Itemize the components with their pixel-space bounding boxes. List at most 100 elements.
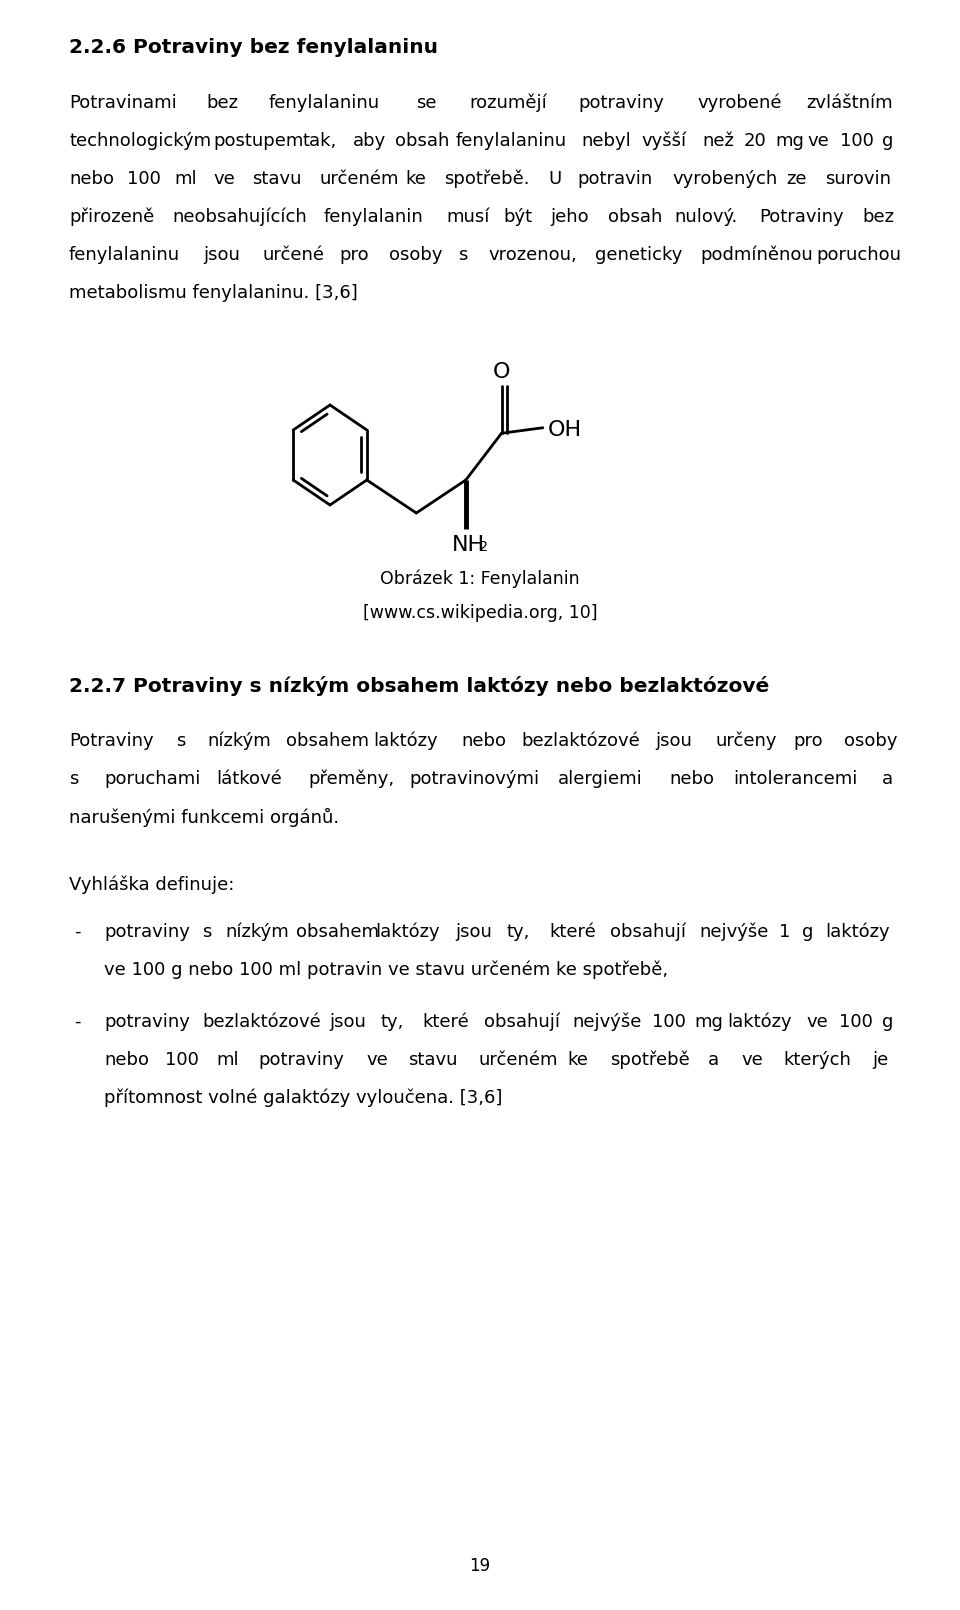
- Text: přeměny,: přeměny,: [308, 770, 395, 787]
- Text: Vyhláška definuje:: Vyhláška definuje:: [69, 876, 234, 894]
- Text: určeném: určeném: [479, 1051, 558, 1069]
- Text: přirozeně: přirozeně: [69, 208, 155, 227]
- Text: zvláštním: zvláštním: [806, 93, 893, 113]
- Text: narušenými funkcemi orgánů.: narušenými funkcemi orgánů.: [69, 808, 339, 826]
- Text: pro: pro: [794, 731, 824, 750]
- Text: obsahem: obsahem: [285, 731, 369, 750]
- Text: ke: ke: [405, 171, 426, 188]
- Text: nebo: nebo: [104, 1051, 149, 1069]
- Text: vyšší: vyšší: [641, 132, 686, 150]
- Text: 100: 100: [840, 132, 874, 150]
- Text: laktózy: laktózy: [375, 923, 441, 940]
- Text: 100: 100: [127, 171, 160, 188]
- Text: bez: bez: [206, 93, 238, 113]
- Text: se: se: [416, 93, 437, 113]
- Text: -: -: [74, 1013, 81, 1030]
- Text: určené: určené: [262, 246, 324, 264]
- Text: mg: mg: [776, 132, 804, 150]
- Text: bez: bez: [863, 208, 895, 225]
- Text: s: s: [176, 731, 185, 750]
- Text: jeho: jeho: [551, 208, 589, 225]
- Text: obsahují: obsahují: [484, 1013, 560, 1032]
- Text: laktózy: laktózy: [826, 923, 890, 940]
- Text: bezlaktózové: bezlaktózové: [203, 1013, 322, 1030]
- Text: jsou: jsou: [329, 1013, 366, 1030]
- Text: ve: ve: [741, 1051, 763, 1069]
- Text: nízkým: nízkým: [207, 731, 271, 750]
- Text: látkové: látkové: [216, 770, 281, 787]
- Text: geneticky: geneticky: [594, 246, 682, 264]
- Text: je: je: [873, 1051, 888, 1069]
- Text: g: g: [802, 923, 813, 940]
- Text: ve: ve: [808, 132, 829, 150]
- Text: Potravinami: Potravinami: [69, 93, 177, 113]
- Text: 20: 20: [744, 132, 766, 150]
- Text: NH: NH: [452, 535, 485, 554]
- Text: vrozenou,: vrozenou,: [489, 246, 577, 264]
- Text: 2.2.6 Potraviny bez fenylalaninu: 2.2.6 Potraviny bez fenylalaninu: [69, 39, 438, 56]
- Text: 100: 100: [652, 1013, 686, 1030]
- Text: O: O: [492, 362, 511, 382]
- Text: surovin: surovin: [826, 171, 891, 188]
- Text: nebo: nebo: [669, 770, 714, 787]
- Text: ml: ml: [216, 1051, 239, 1069]
- Text: ve: ve: [213, 171, 235, 188]
- Text: OH: OH: [548, 420, 582, 440]
- Text: mg: mg: [694, 1013, 723, 1030]
- Text: [www.cs.wikipedia.org, 10]: [www.cs.wikipedia.org, 10]: [363, 604, 597, 621]
- Text: s: s: [69, 770, 79, 787]
- Text: 19: 19: [469, 1557, 491, 1575]
- Text: U: U: [548, 171, 562, 188]
- Text: nebo: nebo: [461, 731, 506, 750]
- Text: potravin: potravin: [578, 171, 653, 188]
- Text: neobsahujících: neobsahujících: [173, 208, 307, 227]
- Text: vyrobených: vyrobených: [673, 171, 778, 188]
- Text: laktózy: laktózy: [373, 731, 438, 750]
- Text: ve 100 g nebo 100 ml potravin ve stavu určeném ke spotřebě,: ve 100 g nebo 100 ml potravin ve stavu u…: [104, 961, 668, 979]
- Text: metabolismu fenylalaninu. [3,6]: metabolismu fenylalaninu. [3,6]: [69, 283, 358, 303]
- Text: jsou: jsou: [656, 731, 692, 750]
- Text: intolerancemi: intolerancemi: [733, 770, 857, 787]
- Text: obsahem: obsahem: [296, 923, 379, 940]
- Text: ty,: ty,: [507, 923, 530, 940]
- Text: potraviny: potraviny: [578, 93, 664, 113]
- Text: poruchami: poruchami: [105, 770, 202, 787]
- Text: s: s: [203, 923, 212, 940]
- Text: než: než: [702, 132, 733, 150]
- Text: potravinovými: potravinovými: [410, 770, 540, 787]
- Text: určeném: určeném: [319, 171, 398, 188]
- Text: potraviny: potraviny: [104, 923, 190, 940]
- Text: alergiemi: alergiemi: [558, 770, 643, 787]
- Text: tak,: tak,: [302, 132, 337, 150]
- Text: být: být: [503, 208, 532, 225]
- Text: ke: ke: [567, 1051, 588, 1069]
- Text: g: g: [881, 1013, 893, 1030]
- Text: Potraviny: Potraviny: [759, 208, 844, 225]
- Text: ze: ze: [786, 171, 807, 188]
- Text: fenylalaninu: fenylalaninu: [69, 246, 180, 264]
- Text: vyrobené: vyrobené: [697, 93, 781, 113]
- Text: určeny: určeny: [715, 731, 777, 750]
- Text: spotřebě.: spotřebě.: [444, 171, 529, 188]
- Text: 100: 100: [165, 1051, 199, 1069]
- Text: jsou: jsou: [455, 923, 492, 940]
- Text: -: -: [74, 923, 81, 940]
- Text: ve: ve: [367, 1051, 388, 1069]
- Text: nejvýše: nejvýše: [572, 1013, 642, 1032]
- Text: postupem: postupem: [214, 132, 304, 150]
- Text: stavu: stavu: [408, 1051, 458, 1069]
- Text: 2: 2: [479, 539, 488, 554]
- Text: fenylalaninu: fenylalaninu: [455, 132, 566, 150]
- Text: aby: aby: [353, 132, 387, 150]
- Text: a: a: [881, 770, 893, 787]
- Text: kterých: kterých: [783, 1051, 852, 1069]
- Text: rozumějí: rozumějí: [469, 93, 546, 113]
- Text: a: a: [708, 1051, 719, 1069]
- Text: laktózy: laktózy: [727, 1013, 792, 1032]
- Text: ml: ml: [175, 171, 198, 188]
- Text: Obrázek 1: Fenylalanin: Obrázek 1: Fenylalanin: [380, 570, 580, 588]
- Text: potraviny: potraviny: [258, 1051, 345, 1069]
- Text: Potraviny: Potraviny: [69, 731, 154, 750]
- Text: poruchou: poruchou: [816, 246, 900, 264]
- Text: bezlaktózové: bezlaktózové: [521, 731, 639, 750]
